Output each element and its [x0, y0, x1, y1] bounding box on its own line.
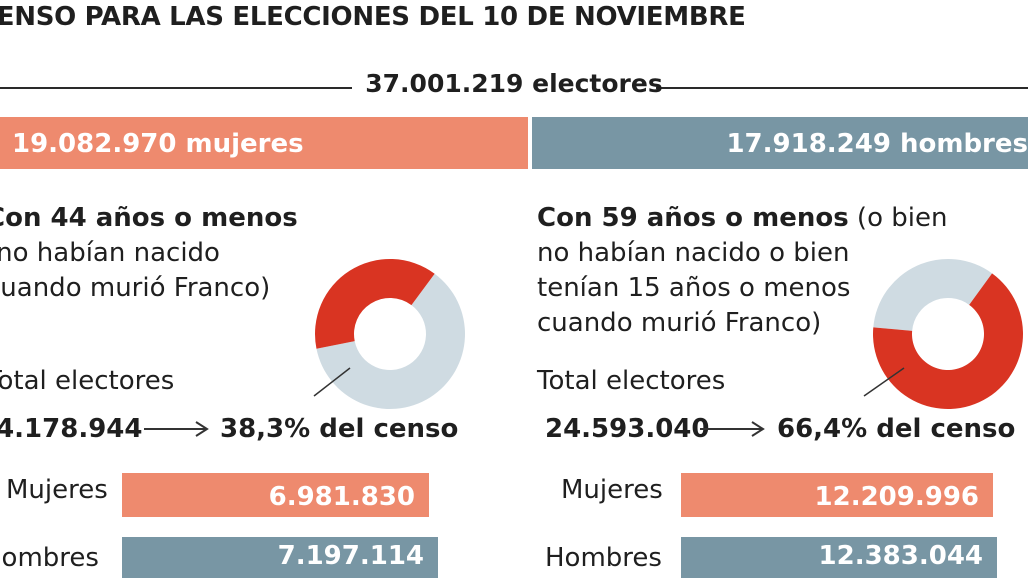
left-donut-rest-slice: [316, 273, 465, 409]
divider-right: [656, 87, 1028, 89]
right-heading-bold: Con 59 años o menos: [537, 203, 849, 233]
left-total-label: Total electores: [0, 366, 175, 396]
left-donut-chart: [313, 259, 465, 409]
divider-left: [0, 87, 352, 89]
right-total-label: Total electores: [537, 366, 726, 396]
left-heading-line2: (no habían nacido: [0, 238, 220, 268]
right-arrow-icon: [700, 421, 765, 437]
right-heading-rest: (o bien: [848, 203, 948, 233]
left-women-label: Mujeres: [6, 475, 108, 505]
right-heading-line4: cuando murió Franco): [537, 308, 822, 338]
men-total-label: 17.918.249 hombres: [726, 129, 1028, 159]
right-donut-leader-line: [863, 367, 905, 397]
left-donut-leader-line: [313, 367, 351, 397]
left-percent-label: 38,3% del censo: [220, 414, 459, 444]
right-men-label: Hombres: [545, 543, 662, 573]
left-heading-bold: Con 44 años o menos: [0, 203, 298, 233]
total-electors-label: 37.001.219 electores: [365, 69, 663, 98]
right-women-label: Mujeres: [561, 475, 663, 505]
left-women-value: 6.981.830: [268, 482, 415, 512]
right-total-value: 24.593.040: [545, 414, 710, 444]
men-total-bar: 17.918.249 hombres: [532, 117, 1028, 169]
women-total-bar: 19.082.970 mujeres: [0, 117, 528, 169]
right-donut-chart: [863, 259, 1023, 409]
left-men-value: 7.197.114: [277, 541, 424, 571]
right-men-value: 12.383.044: [818, 541, 983, 571]
right-heading: Con 59 años o menos (o bien no habían na…: [537, 201, 947, 341]
left-men-label: Hombres: [0, 543, 99, 573]
left-total-value: 14.178.944: [0, 414, 143, 444]
right-heading-line3: tenían 15 años o menos: [537, 273, 851, 303]
left-donut-highlight-slice: [315, 259, 435, 349]
right-donut-highlight-slice: [873, 273, 1023, 409]
right-percent-label: 66,4% del censo: [777, 414, 1016, 444]
left-women-bar: 6.981.830: [122, 473, 429, 517]
left-heading: Con 44 años o menos (no habían nacido cu…: [0, 201, 298, 306]
page-title: CENSO PARA LAS ELECCIONES DEL 10 DE NOVI…: [0, 2, 746, 32]
right-heading-line2: no habían nacido o bien: [537, 238, 850, 268]
right-women-bar: 12.209.996: [681, 473, 993, 517]
right-men-bar: 12.383.044: [681, 537, 997, 578]
left-heading-line3: cuando murió Franco): [0, 273, 271, 303]
right-women-value: 12.209.996: [814, 482, 979, 512]
right-donut-rest-slice: [873, 259, 993, 331]
left-arrow-icon: [144, 421, 209, 437]
women-total-label: 19.082.970 mujeres: [12, 129, 304, 159]
left-men-bar: 7.197.114: [122, 537, 438, 578]
